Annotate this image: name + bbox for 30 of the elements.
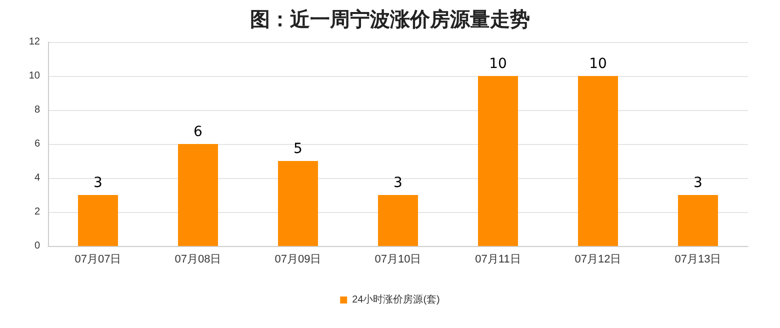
data-label: 5 — [294, 141, 302, 157]
data-label: 10 — [489, 56, 507, 72]
y-tick-label: 10 — [28, 70, 40, 82]
x-tick-label: 07月07日 — [74, 254, 122, 266]
y-tick-label: 8 — [34, 104, 40, 116]
bar — [378, 195, 418, 246]
chart-title: 图：近一周宁波涨价房源量走势 — [250, 7, 530, 31]
y-tick-label: 2 — [34, 206, 40, 218]
x-tick-label: 07月10日 — [374, 254, 422, 266]
x-tick-label: 07月08日 — [174, 254, 222, 266]
legend-label: 24小时涨价房源(套) — [352, 294, 440, 306]
data-label: 3 — [694, 175, 702, 191]
y-tick-label: 4 — [34, 172, 40, 184]
x-tick-label: 07月13日 — [674, 254, 722, 266]
data-label: 10 — [589, 56, 607, 72]
y-tick-label: 12 — [28, 36, 40, 48]
bar — [478, 76, 518, 246]
x-tick-label: 07月11日 — [475, 254, 521, 266]
bar — [678, 195, 718, 246]
bar — [278, 161, 318, 246]
data-label: 3 — [94, 175, 102, 191]
bar — [78, 195, 118, 246]
data-label: 3 — [394, 175, 402, 191]
y-tick-label: 6 — [34, 138, 40, 150]
x-tick-label: 07月09日 — [274, 254, 322, 266]
y-tick-label: 0 — [34, 240, 40, 252]
bar — [178, 144, 218, 246]
bar — [578, 76, 618, 246]
x-tick-label: 07月12日 — [574, 254, 622, 266]
data-label: 6 — [194, 124, 203, 140]
